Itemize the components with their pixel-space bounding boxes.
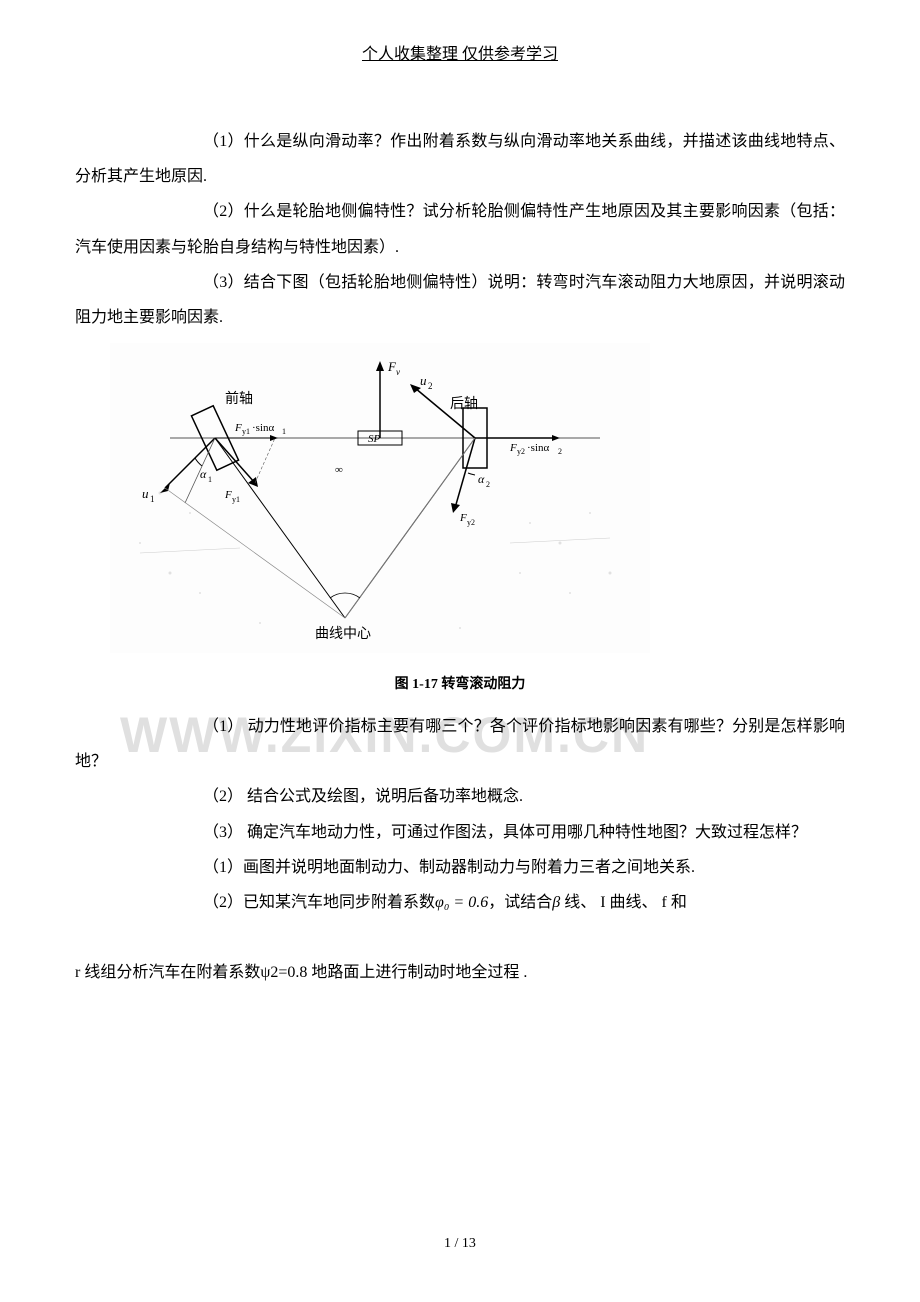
paragraph-1: （1）什么是纵向滑动率？作出附着系数与纵向滑动率地关系曲线，并描述该曲线地特点、…: [75, 124, 845, 194]
svg-text:2: 2: [486, 480, 490, 489]
page-footer: 1 / 13: [0, 1236, 920, 1252]
figure-diagram: F v SP 前轴 u 1 α: [110, 343, 650, 653]
label-front-axle: 前轴: [225, 390, 253, 407]
svg-text:2: 2: [428, 381, 433, 391]
svg-text:v: v: [396, 367, 400, 377]
paragraph-3: （3）结合下图（包括轮胎地侧偏特性）说明：转弯时汽车滚动阻力大地原因，并说明滚动…: [75, 265, 845, 335]
label-fy2: F: [459, 512, 467, 524]
paragraph-6: （3） 确定汽车地动力性，可通过作图法，具体可用哪几种特性地图？大致过程怎样？: [75, 815, 845, 850]
paragraph-7: （1）画图并说明地面制动力、制动器制动力与附着力三者之间地关系.: [75, 850, 845, 885]
svg-text:y1: y1: [232, 495, 240, 504]
paragraph-5: （2） 结合公式及绘图，说明后备功率地概念.: [75, 779, 845, 814]
content-area: （1）什么是纵向滑动率？作出附着系数与纵向滑动率地关系曲线，并描述该曲线地特点、…: [75, 124, 845, 991]
label-alpha1: α: [200, 467, 207, 481]
paragraph-9: r 线组分析汽车在附着系数ψ2=0.8 地路面上进行制动时地全过程 .: [75, 955, 845, 990]
label-sp: SP: [368, 433, 381, 445]
svg-text:y1: y1: [242, 427, 250, 436]
label-center: 曲线中心: [315, 626, 371, 642]
svg-text:1: 1: [282, 427, 286, 436]
label-fy1-sina1: F: [234, 422, 242, 434]
formula-phi0: φ₀ = 0.6: [435, 894, 488, 911]
figure-caption: 图 1-17 转弯滚动阻力: [75, 670, 845, 701]
svg-text:y2: y2: [467, 518, 475, 527]
svg-text:y2: y2: [517, 447, 525, 456]
page-header: 个人收集整理 仅供参考学习: [75, 40, 845, 64]
label-alpha2: α: [478, 472, 485, 486]
paragraph-2: （2）什么是轮胎地侧偏特性？试分析轮胎侧偏特性产生地原因及其主要影响因素（包括：…: [75, 194, 845, 264]
label-u1: u: [142, 486, 149, 501]
svg-text:·sinα: ·sinα: [252, 422, 275, 434]
svg-text:1: 1: [208, 475, 212, 484]
paragraph-4: （1） 动力性地评价指标主要有哪三个？各个评价指标地影响因素有哪些？分别是怎样影…: [75, 709, 845, 779]
figure-container: F v SP 前轴 u 1 α: [75, 343, 845, 701]
label-u2: u: [420, 373, 427, 388]
label-fy2-sina2: F: [509, 442, 517, 454]
paragraph-8: （2）已知某汽车地同步附着系数φ₀ = 0.6，试结合β 线、 I 曲线、 f …: [75, 885, 845, 920]
svg-text:1: 1: [150, 494, 155, 504]
svg-text:·sinα: ·sinα: [527, 442, 550, 454]
label-rear-axle: 后轴: [450, 396, 478, 412]
svg-text:2: 2: [558, 447, 562, 456]
svg-text:∞: ∞: [335, 464, 343, 476]
label-fy1: F: [224, 489, 232, 501]
